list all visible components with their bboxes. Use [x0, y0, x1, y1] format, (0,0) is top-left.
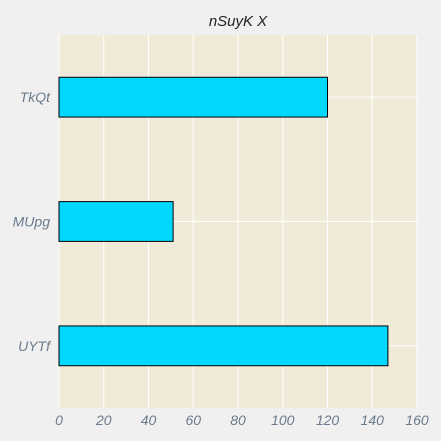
- bar-uytf: [58, 325, 389, 367]
- y-axis-ticks: TkQt MUpg UYTf: [13, 89, 52, 354]
- x-tick-label: 100: [271, 412, 295, 428]
- y-tick-label: TkQt: [20, 89, 51, 105]
- x-tick-label: 0: [55, 412, 63, 428]
- x-tick-label: 160: [405, 412, 429, 428]
- y-tick-label: UYTf: [18, 338, 52, 354]
- x-tick-label: 20: [95, 412, 112, 428]
- x-tick-label: 60: [185, 412, 201, 428]
- x-tick-label: 120: [316, 412, 340, 428]
- chart-title: nSuyK X: [209, 13, 268, 30]
- x-tick-label: 140: [361, 412, 385, 428]
- x-tick-label: 80: [230, 412, 246, 428]
- x-axis-ticks: 0 20 40 60 80 100 120 140 160: [55, 412, 429, 428]
- x-tick-label: 40: [141, 412, 157, 428]
- bar-tkqt: [58, 76, 328, 118]
- bars: [58, 76, 389, 367]
- bar-mupg: [58, 201, 174, 242]
- y-tick-label: MUpg: [13, 214, 51, 230]
